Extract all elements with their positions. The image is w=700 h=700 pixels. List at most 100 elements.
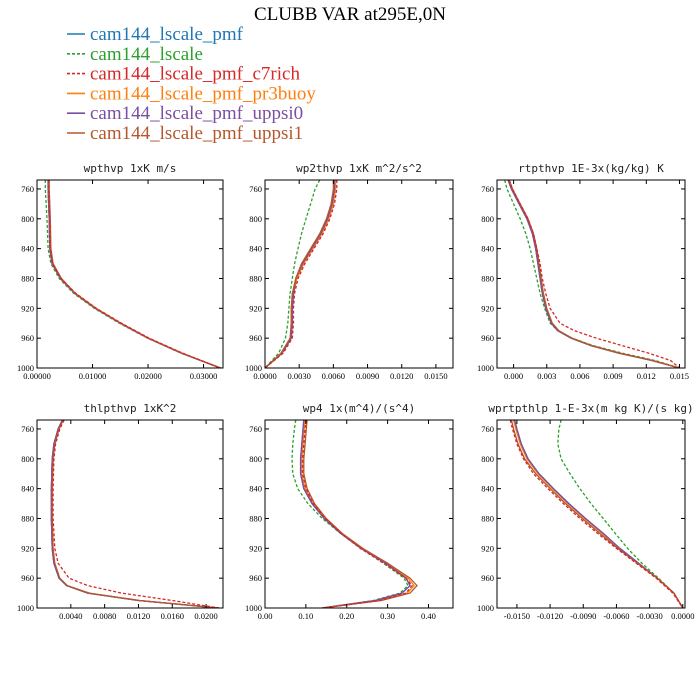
x-tick-label: 0.0120	[390, 371, 413, 381]
y-tick-label: 1000	[245, 603, 262, 613]
series-line	[557, 420, 684, 608]
x-tick-label: 0.02000	[134, 371, 162, 381]
legend-entry: cam144_lscale_pmf	[67, 24, 244, 45]
panel: wp2thvp 1xK m^2/s^2 760 800 840 880 920 960 100…	[245, 162, 454, 381]
y-tick-label: 880	[249, 273, 262, 283]
y-tick-label: 760	[21, 184, 34, 194]
y-tick-label: 800	[249, 214, 262, 224]
x-tick-label: -0.0060	[603, 611, 629, 621]
x-tick-label: 0.0080	[93, 611, 116, 621]
legend-label: cam144_lscale_pmf_uppsi1	[90, 123, 303, 144]
x-tick-label: 0.01000	[79, 371, 107, 381]
y-tick-label: 960	[249, 573, 262, 583]
legend-entry: cam144_lscale_pmf_c7rich	[67, 64, 300, 85]
y-tick-label: 840	[249, 244, 262, 254]
y-tick-label: 800	[249, 454, 262, 464]
panel: rtpthvp 1E-3x(kg/kg) K 760 800 840 880 920 960…	[477, 162, 689, 381]
x-tick-label: 0.0200	[194, 611, 217, 621]
y-tick-label: 1000	[477, 363, 494, 373]
x-tick-label: 0.015	[670, 371, 689, 381]
series-group	[291, 420, 418, 608]
panel-title: wp4 1x(m^4)/(s^4)	[303, 402, 416, 415]
y-tick-label: 960	[21, 573, 34, 583]
plot-frame	[36, 419, 224, 609]
series-line	[265, 180, 335, 368]
legend-entry: cam144_lscale_pmf_uppsi1	[67, 123, 303, 144]
y-tick-label: 800	[21, 214, 34, 224]
x-tick-label: 0.0000	[671, 611, 694, 621]
series-line	[504, 180, 680, 368]
series-line	[48, 180, 221, 368]
legend-label: cam144_lscale_pmf_c7rich	[90, 64, 300, 85]
panels: wpthvp 1xK m/s76080084088092096010000.00…	[17, 162, 694, 621]
series-line	[510, 420, 684, 608]
y-tick-label: 760	[21, 424, 34, 434]
y-tick-label: 880	[21, 273, 34, 283]
x-tick-label: 0.0000	[253, 371, 276, 381]
y-tick-label: 840	[21, 484, 34, 494]
panel: wpthvp 1xK m/s 760 800 840 880 920 960 10000.00…	[17, 162, 224, 381]
y-tick-label: 920	[249, 543, 262, 553]
series-line	[509, 420, 684, 608]
series-line	[47, 180, 221, 368]
legend-entry: cam144_lscale_pmf_pr3buoy	[67, 83, 316, 104]
y-tick-label: 800	[21, 454, 34, 464]
y-tick-label: 760	[249, 184, 262, 194]
series-line	[47, 180, 221, 368]
legend-label: cam144_lscale_pmf_uppsi0	[90, 103, 303, 124]
panel: wprtpthlp 1-E-3x(m kg K)/(s kg) 760 800 840…	[477, 402, 694, 621]
x-tick-label: 0.20	[339, 611, 354, 621]
x-tick-label: 0.0160	[161, 611, 184, 621]
plot-frame	[264, 179, 454, 369]
x-tick-label: 0.0150	[424, 371, 447, 381]
series-line	[508, 180, 680, 368]
series-line	[301, 420, 413, 608]
y-tick-label: 840	[481, 484, 494, 494]
y-tick-label: 880	[249, 513, 262, 523]
series-line	[507, 180, 680, 368]
series-line	[51, 420, 219, 608]
y-tick-label: 1000	[245, 363, 262, 373]
x-tick-label: 0.40	[421, 611, 436, 621]
x-tick-label: 0.0120	[127, 611, 150, 621]
series-line	[265, 180, 338, 368]
x-tick-label: -0.0150	[504, 611, 530, 621]
series-group	[509, 420, 684, 608]
y-tick-label: 840	[481, 244, 494, 254]
y-tick-label: 840	[249, 484, 262, 494]
x-tick-label: 0.0040	[59, 611, 82, 621]
y-tick-label: 920	[481, 543, 494, 553]
x-tick-label: -0.0090	[570, 611, 596, 621]
y-tick-label: 760	[249, 424, 262, 434]
y-tick-label: 960	[21, 333, 34, 343]
series-line	[507, 180, 680, 368]
series-line	[50, 420, 219, 608]
x-tick-label: 0.10	[298, 611, 313, 621]
panel: thlpthvp 1xK^2 760 800 840 880 920 960 1000 0.00…	[17, 402, 224, 621]
x-tick-label: 0.00000	[23, 371, 51, 381]
y-tick-label: 880	[481, 513, 494, 523]
series-group	[44, 180, 222, 368]
x-tick-label: -0.0120	[537, 611, 563, 621]
plot-frame	[496, 419, 686, 609]
panel-title: wp2thvp 1xK m^2/s^2	[296, 162, 422, 175]
panel-title: wpthvp 1xK m/s	[84, 162, 177, 175]
x-tick-label: 0.0090	[356, 371, 379, 381]
series-line	[52, 420, 219, 608]
legend-entry: cam144_lscale	[67, 44, 203, 65]
y-tick-label: 880	[481, 273, 494, 283]
y-tick-label: 800	[481, 214, 494, 224]
panel-title: thlpthvp 1xK^2	[84, 402, 177, 415]
panel-title: rtpthvp 1E-3x(kg/kg) K	[518, 162, 664, 175]
y-tick-label: 1000	[17, 363, 34, 373]
series-group	[504, 180, 680, 368]
plot-frame	[36, 179, 224, 369]
x-tick-label: 0.009	[604, 371, 623, 381]
series-line	[507, 180, 680, 368]
y-tick-label: 920	[21, 543, 34, 553]
x-tick-label: 0.012	[637, 371, 656, 381]
y-tick-label: 920	[21, 303, 34, 313]
series-line	[48, 180, 221, 368]
y-tick-label: 800	[481, 454, 494, 464]
panel: wp4 1x(m^4)/(s^4) 760 800 840 880 920 960 1000 0…	[245, 402, 454, 621]
